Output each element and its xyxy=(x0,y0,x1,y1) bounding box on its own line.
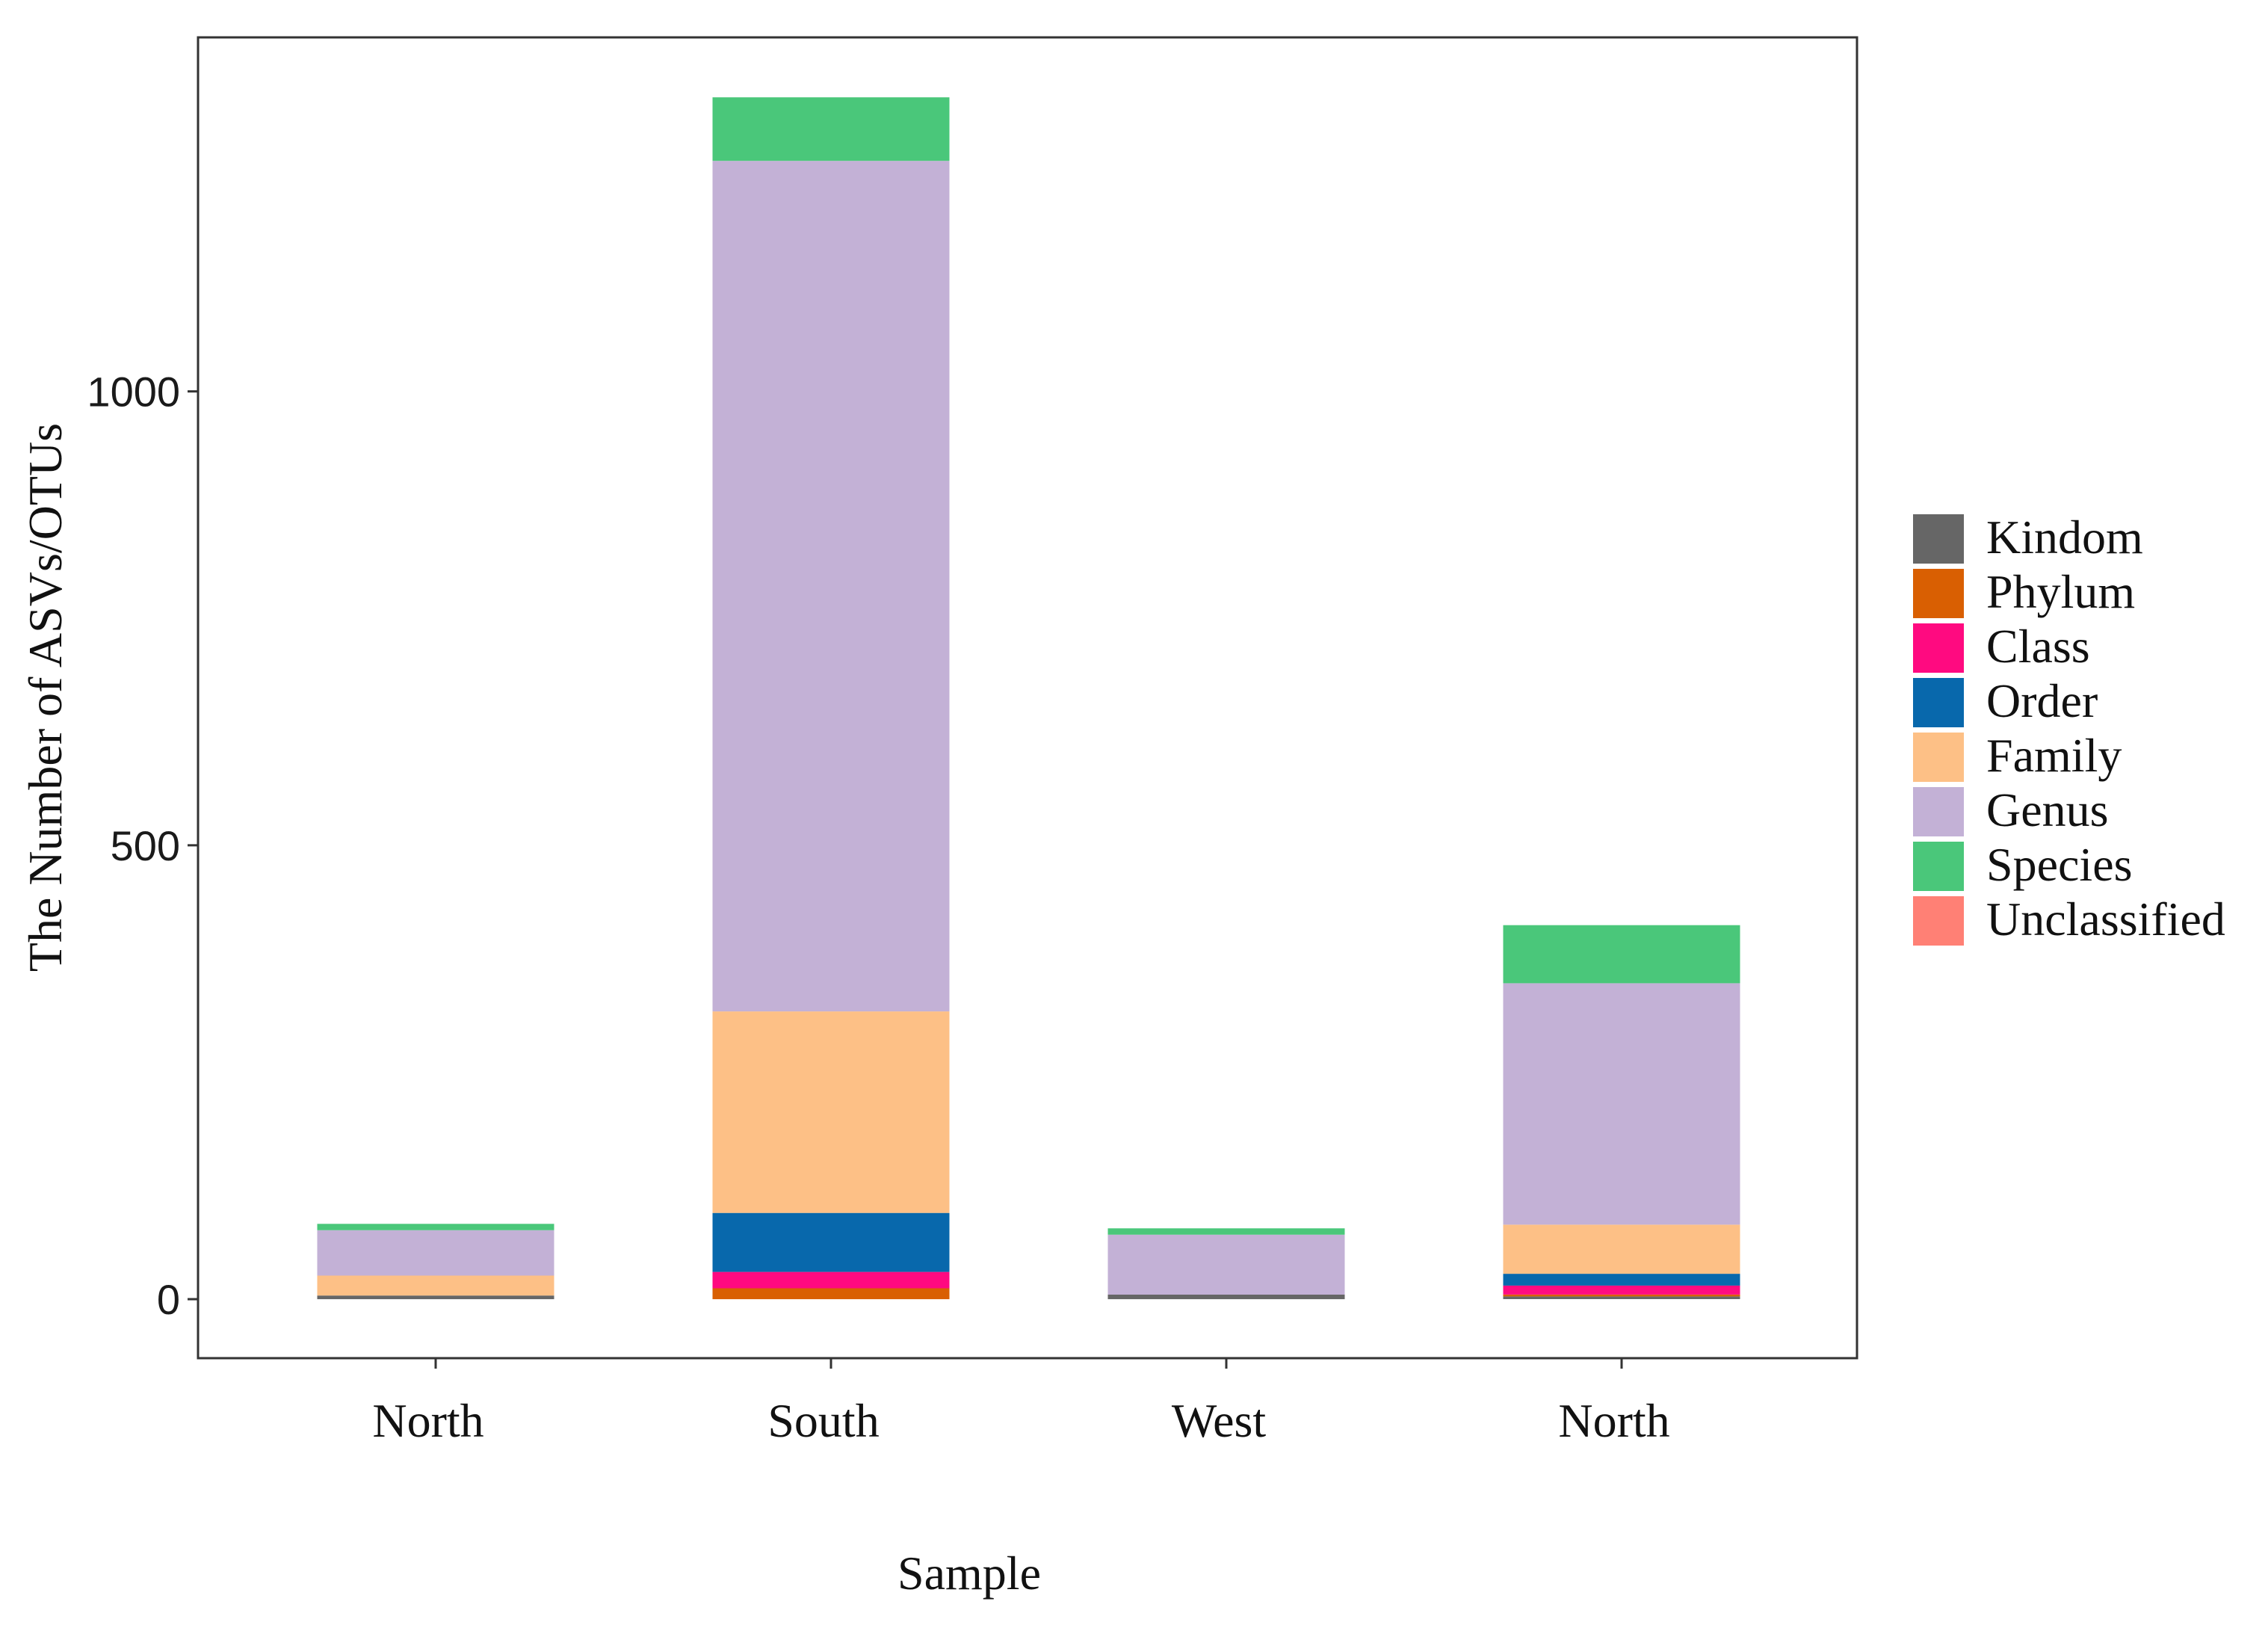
bar-segment-family-1 xyxy=(317,1275,554,1296)
bar-segment-genus-4 xyxy=(1503,983,1740,1225)
y-axis-title: The Number of ASVs/OTUs xyxy=(19,423,72,972)
bar-segment-species-1 xyxy=(317,1224,554,1230)
y-axis: 0 500 1000 xyxy=(87,369,198,1323)
bar-segment-phylum-2 xyxy=(712,1288,950,1300)
bar-segment-order-2 xyxy=(712,1212,950,1272)
bar-segment-order-4 xyxy=(1503,1274,1740,1286)
bar-segment-class-2 xyxy=(712,1271,950,1289)
legend-label-family: Family xyxy=(1986,729,2122,782)
y-tick-label: 500 xyxy=(111,822,180,869)
bar-segment-family-2 xyxy=(712,1011,950,1213)
legend-label-genus: Genus xyxy=(1986,783,2109,836)
legend-label-class: Class xyxy=(1986,620,2090,673)
bar-segment-species-4 xyxy=(1503,925,1740,984)
legend: KindomPhylumClassOrderFamilyGenusSpecies… xyxy=(1913,511,2225,946)
legend-swatch-genus xyxy=(1913,787,1964,836)
y-tick-label: 1000 xyxy=(87,369,180,416)
legend-label-order: Order xyxy=(1986,674,2098,727)
legend-swatch-kindom xyxy=(1913,514,1964,564)
x-axis: North South West North xyxy=(372,1358,1670,1447)
legend-swatch-unclassified xyxy=(1913,896,1964,946)
legend-label-unclassified: Unclassified xyxy=(1986,892,2225,946)
bar-segment-phylum-4 xyxy=(1503,1295,1740,1297)
bar-segment-genus-3 xyxy=(1107,1234,1345,1295)
legend-label-phylum: Phylum xyxy=(1986,565,2135,618)
bar-segment-genus-1 xyxy=(317,1230,554,1276)
bar-segment-species-3 xyxy=(1107,1228,1345,1235)
x-tick-label: North xyxy=(1558,1394,1669,1447)
bar-segment-kindom-1 xyxy=(317,1295,554,1300)
legend-swatch-class xyxy=(1913,623,1964,673)
y-tick-label: 0 xyxy=(157,1276,180,1323)
bars-group xyxy=(317,97,1740,1300)
legend-label-species: Species xyxy=(1986,838,2133,891)
legend-swatch-species xyxy=(1913,842,1964,891)
legend-label-kindom: Kindom xyxy=(1986,511,2143,564)
bar-segment-family-4 xyxy=(1503,1224,1740,1274)
legend-swatch-order xyxy=(1913,678,1964,727)
x-tick-label: West xyxy=(1172,1394,1267,1447)
bar-segment-species-2 xyxy=(712,97,950,161)
legend-swatch-family xyxy=(1913,733,1964,782)
bar-segment-genus-2 xyxy=(712,161,950,1012)
x-tick-label: North xyxy=(372,1394,483,1447)
bar-segment-kindom-4 xyxy=(1503,1296,1740,1299)
x-tick-label: South xyxy=(767,1394,879,1447)
bar-segment-class-4 xyxy=(1503,1285,1740,1295)
x-axis-title: Sample xyxy=(897,1547,1041,1600)
bar-segment-kindom-3 xyxy=(1107,1295,1345,1300)
legend-swatch-phylum xyxy=(1913,569,1964,618)
